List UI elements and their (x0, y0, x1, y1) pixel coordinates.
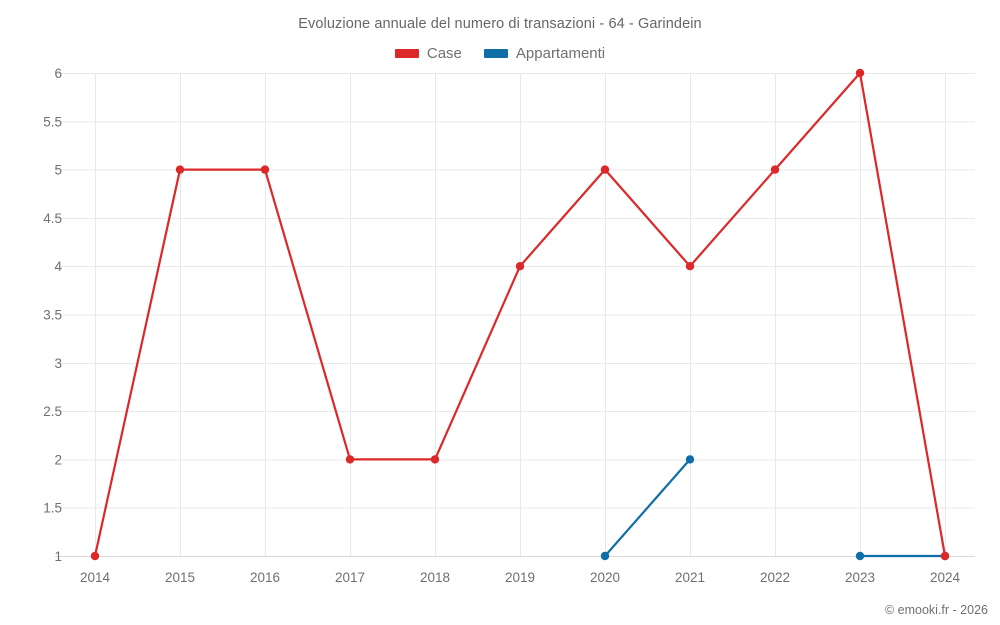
data-point-appartamenti-2021[interactable] (685, 455, 695, 464)
legend-label-case: Case (426, 45, 462, 62)
data-point-case-2023[interactable] (855, 68, 865, 78)
data-point-appartamenti-2020[interactable] (600, 551, 610, 561)
data-point-case-2016[interactable] (260, 165, 270, 174)
y-axis-tick-label: 2 (54, 452, 62, 467)
x-axis-tick-label: 2018 (420, 570, 450, 585)
y-axis-tick-label: 1 (54, 549, 62, 564)
chart-legend: Case Appartamenti (0, 45, 1000, 62)
data-point-case-2020[interactable] (600, 165, 610, 174)
y-axis-tick-label: 2.5 (43, 404, 62, 419)
data-point-case-2018[interactable] (430, 455, 440, 464)
data-point-case-2014[interactable] (90, 551, 100, 561)
y-axis-tick-label: 5 (54, 163, 62, 178)
x-axis-tick-label: 2020 (590, 570, 620, 585)
y-axis-tick-label: 3 (54, 356, 62, 371)
data-point-case-2015[interactable] (175, 165, 185, 174)
data-point-case-2024[interactable] (940, 551, 950, 561)
legend-swatch-icon-case (394, 49, 419, 58)
data-point-appartamenti-2023[interactable] (855, 551, 865, 561)
data-point-case-2017[interactable] (345, 455, 355, 464)
x-axis-tick-label: 2014 (80, 570, 111, 585)
legend-label-appartamenti: Appartamenti (515, 45, 606, 62)
x-axis-tick-label: 2019 (505, 570, 535, 585)
x-axis-tick-label: 2015 (165, 570, 195, 585)
footer-credit: © emooki.fr - 2026 (884, 603, 988, 617)
data-point-case-2021[interactable] (685, 262, 695, 271)
chart-title: Evoluzione annuale del numero di transaz… (298, 16, 702, 32)
data-point-case-2019[interactable] (515, 262, 525, 271)
series-line-appartamenti (603, 458, 692, 558)
x-axis-tick-label: 2024 (930, 570, 961, 585)
y-axis-tick-label: 5.5 (43, 114, 62, 129)
data-point-case-2022[interactable] (770, 165, 780, 174)
y-axis-tick-label: 4.5 (43, 211, 62, 226)
x-axis-tick-label: 2023 (845, 570, 875, 585)
x-axis-tick-label: 2021 (675, 570, 705, 585)
legend-swatch-icon-appartamenti (483, 49, 508, 58)
legend-item-case[interactable]: Case (394, 45, 462, 62)
y-axis-tick-label: 4 (54, 259, 62, 274)
x-axis-tick-label: 2017 (335, 570, 365, 585)
x-axis-tick-label: 2022 (760, 570, 790, 585)
y-axis-tick-label: 6 (54, 66, 62, 81)
legend-item-appartamenti[interactable]: Appartamenti (483, 45, 606, 62)
y-axis-tick-label: 1.5 (43, 501, 62, 516)
y-axis-tick-label: 3.5 (43, 308, 62, 323)
x-axis-tick-label: 2016 (250, 570, 280, 585)
